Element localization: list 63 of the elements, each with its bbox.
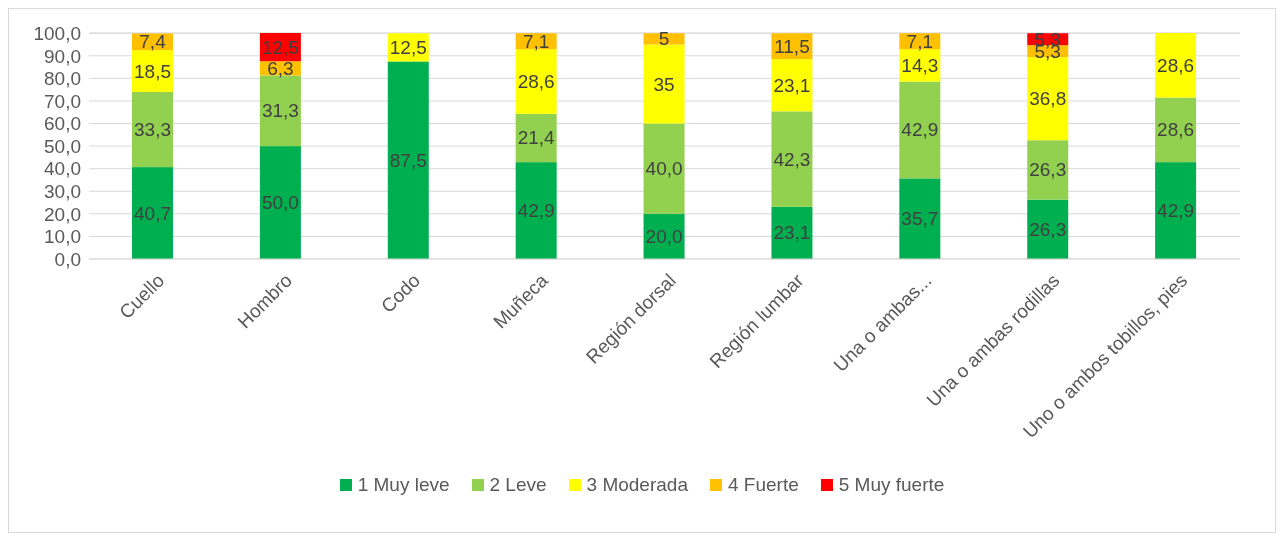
y-tick-label: 70,0 [44,90,81,112]
bar [1155,33,1197,98]
data-label: 42,9 [1157,200,1195,222]
data-label: 40,0 [645,158,683,180]
data-label: 12,5 [261,36,299,58]
data-label: 40,7 [134,202,171,224]
data-label: 31,3 [261,100,299,122]
data-label: 21,4 [517,127,556,149]
data-label: 11,5 [774,35,810,57]
data-label: 12,5 [389,36,427,58]
data-label: 42,3 [773,148,811,170]
data-label: 20,0 [645,225,683,247]
bar [132,91,173,168]
y-tick-label: 0,0 [54,248,81,270]
data-label: 26,3 [1029,159,1067,181]
data-label: 23,1 [773,74,811,96]
legend-label: 5 Muy fuerte [838,474,945,496]
data-label: 28,6 [1157,119,1195,141]
bar [771,111,813,207]
data-label: 6,3 [267,57,294,79]
bar [1027,140,1069,200]
bar [259,146,301,259]
legend-label: 4 Fuerte [727,474,799,496]
data-label: 35 [653,73,675,95]
data-label: 28,6 [1157,54,1195,76]
legend-label: 3 Moderada [586,474,688,496]
y-tick-label: 60,0 [44,113,81,135]
bar [643,33,685,45]
y-tick-label: 50,0 [44,135,81,157]
legend-label: 1 Muy leve [357,474,450,496]
data-label: 7,1 [522,30,550,52]
data-label: 23,1 [773,222,811,244]
y-tick-label: 20,0 [44,203,81,225]
y-tick-label: 100,0 [33,22,81,44]
bar [132,167,173,259]
bar [899,81,941,179]
data-label: 7,1 [906,30,934,52]
data-label: 42,9 [901,119,939,141]
bar [643,123,685,214]
bar [899,178,941,259]
bar [387,61,429,259]
data-label: 7,4 [139,31,167,53]
data-label: 5 [658,28,670,50]
data-label: 87,5 [389,149,427,171]
y-tick-label: 90,0 [44,45,81,67]
y-tick-label: 40,0 [44,158,81,180]
data-label: 50,0 [261,192,299,214]
data-label: 33,3 [134,119,171,141]
y-tick-label: 30,0 [44,181,81,203]
bar [515,49,557,114]
data-label: 35,7 [901,208,939,230]
bar [1155,162,1197,259]
legend-label: 2 Leve [489,474,547,496]
data-label: 18,5 [134,60,171,82]
data-label: 42,9 [517,200,555,222]
data-label: 36,8 [1029,88,1067,110]
y-tick-label: 80,0 [44,68,81,90]
bar [515,162,557,259]
data-label: 26,3 [1029,218,1067,240]
data-label: 14,3 [901,54,939,76]
data-label: 28,6 [517,71,555,93]
y-tick-label: 10,0 [44,226,81,248]
bar [643,44,685,124]
